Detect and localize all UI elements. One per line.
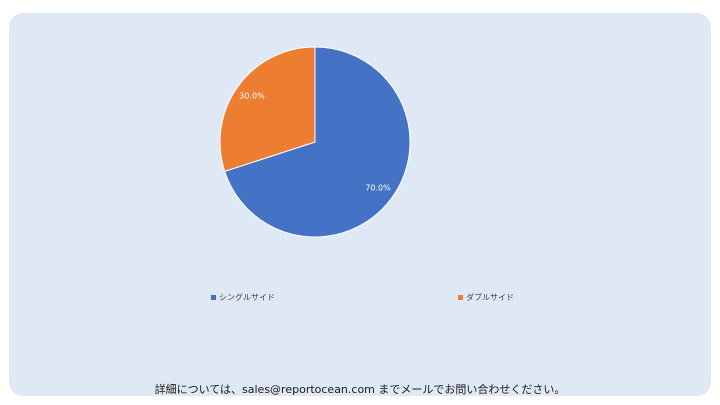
pie-slice-1 <box>224 46 411 238</box>
legend-swatch-single-side <box>211 295 216 300</box>
pie-data-label-1: 70.0% <box>365 183 391 192</box>
legend-label-single-side: シングルサイド <box>219 293 275 302</box>
legend-item-single-side: シングルサイド <box>211 292 275 303</box>
pie-data-label-2: 30.0% <box>239 92 265 101</box>
legend-swatch-double-side <box>458 295 463 300</box>
contact-footer: 詳細については、sales@reportocean.com までメールでお問い合… <box>154 383 566 396</box>
legend-item-double-side: ダブルサイド <box>458 292 514 303</box>
legend-label-double-side: ダブルサイド <box>466 293 514 302</box>
pie-slice-2 <box>219 46 316 172</box>
